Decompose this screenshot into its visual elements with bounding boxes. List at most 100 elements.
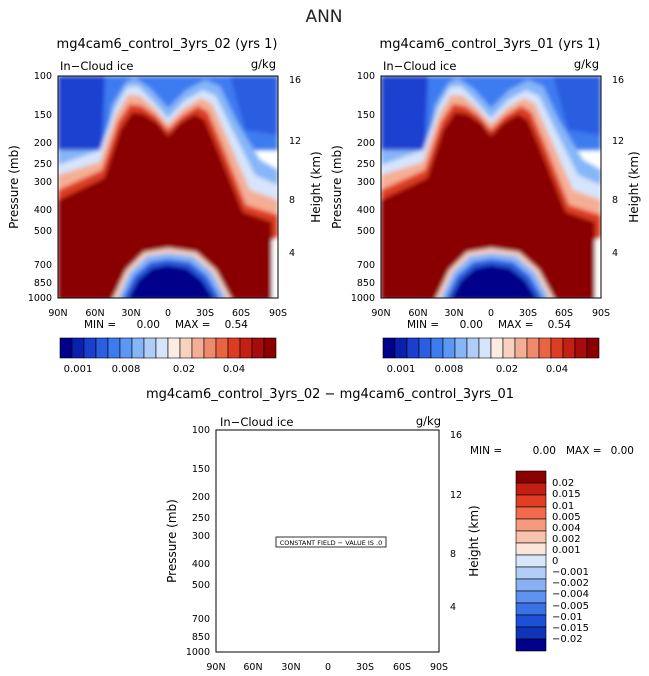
y-tick-label: 700 [34,260,52,271]
panel-left-x-ticks: 90N 60N 30N 0 30S 60S 90S [48,308,287,319]
colorbar-swatch [515,638,547,652]
colorbar-swatch [179,337,193,359]
panel-right-y2label: Height (km) [627,151,641,222]
x-tick-label: 30N [444,308,463,319]
colorbar-label: 0.04 [223,364,245,375]
colorbar-swatch [442,337,456,359]
max-value: 0.00 [611,445,634,457]
colorbar-swatch [502,337,516,359]
y-tick-label: 200 [34,138,52,149]
colorbar-swatch [515,602,547,616]
colorbar-label: 0.004 [552,523,581,534]
y-tick-label: 500 [34,226,52,237]
height-tick-label: 12 [450,490,462,501]
y-tick-label: 150 [34,110,52,121]
y-tick-label: 200 [357,138,375,149]
colorbar-swatch [515,566,547,580]
difference-units: g/kg [416,414,441,428]
x-tick-label: 90S [592,308,610,319]
y-tick-label: 300 [357,177,375,188]
colorbar-swatch [239,337,253,359]
colorbar-swatch [394,337,408,359]
y-tick-label: 250 [192,513,210,524]
y-tick-label: 150 [192,464,210,475]
difference-colorbar-labels: 0.02 0.015 0.01 0.005 0.004 0.002 0.001 … [552,478,589,645]
y-tick-label: 300 [34,177,52,188]
min-label: MIN = [84,319,116,331]
height-tick-label: 4 [450,602,456,613]
y-tick-label: 250 [34,159,52,170]
y-tick-label: 850 [357,278,375,289]
colorbar-swatch [430,337,444,359]
colorbar-label: −0.001 [552,567,589,578]
colorbar-label: 0.008 [112,364,141,375]
colorbar-swatch [515,530,547,544]
colorbar-swatch [515,614,547,628]
panel-left-colorbar [59,337,277,359]
colorbar-label: 0.001 [387,364,416,375]
y-tick-label: 1000 [351,293,375,304]
panel-right-stats: MIN = 0.00 MAX = 0.54 [407,319,571,331]
panel-left-ylabel: Pressure (mb) [7,145,21,229]
colorbar-swatch [515,626,547,640]
figure-title: ANN [305,7,342,27]
panel-right-units: g/kg [574,57,599,71]
colorbar-swatch [515,590,547,604]
x-tick-label: 30S [356,662,374,673]
colorbar-swatch [515,554,547,568]
y-tick-label: 1000 [186,647,210,658]
panel-right-colorbar [382,337,600,359]
height-tick-label: 16 [289,75,301,86]
y-tick-label: 150 [357,110,375,121]
colorbar-swatch [466,337,480,359]
height-tick-label: 12 [612,136,624,147]
y-tick-label: 400 [34,205,52,216]
x-tick-label: 30S [519,308,537,319]
colorbar-label: 0.005 [552,512,581,523]
colorbar-swatch [562,337,576,359]
y-tick-label: 200 [192,492,210,503]
height-tick-label: 4 [612,248,618,259]
y-tick-label: 300 [192,531,210,542]
max-label: MAX = [566,445,602,457]
x-tick-label: 60N [408,308,427,319]
x-tick-label: 60S [555,308,573,319]
max-value: 0.54 [548,319,572,331]
panel-right-colorbar-labels: 0.001 0.008 0.02 0.04 [387,364,568,375]
difference-y2label: Height (km) [467,505,481,576]
colorbar-swatch [526,337,540,359]
x-tick-label: 60S [232,308,250,319]
constant-field-box [275,536,387,548]
y-tick-label: 500 [357,226,375,237]
colorbar-swatch [538,337,552,359]
x-tick-label: 0 [488,308,494,319]
x-tick-label: 0 [165,308,171,319]
y-tick-label: 100 [34,71,52,82]
colorbar-swatch [515,470,547,484]
panel-left-variable-label: In−Cloud ice [60,59,133,73]
panel-left-stats: MIN = 0.00 MAX = 0.54 [84,319,248,331]
min-label: MIN = [407,319,439,331]
colorbar-swatch [515,518,547,532]
colorbar-label: −0.02 [552,634,583,645]
colorbar-label: 0.002 [552,534,581,545]
height-tick-label: 8 [289,195,295,206]
panel-left-units: g/kg [251,57,276,71]
panel-left-colorbar-labels: 0.001 0.008 0.02 0.04 [64,364,245,375]
max-label: MAX = [498,319,534,331]
constant-field-note: CONSTANT FIELD − VALUE IS .0 [280,539,382,547]
x-tick-label: 90N [48,308,67,319]
x-tick-label: 30N [281,662,300,673]
panel-right-title: mg4cam6_control_3yrs_01 (yrs 1) [380,37,601,52]
x-tick-label: 60N [85,308,104,319]
colorbar-swatch [143,337,157,359]
colorbar-swatch [227,337,241,359]
colorbar-swatch [515,494,547,508]
colorbar-swatch [515,482,547,496]
x-tick-label: 90N [371,308,390,319]
panel-right-variable-label: In−Cloud ice [383,59,456,73]
x-tick-label: 90N [206,662,225,673]
panel-right-x-ticks: 90N 60N 30N 0 30S 60S 90S [371,308,610,319]
colorbar-label: −0.015 [552,623,589,634]
